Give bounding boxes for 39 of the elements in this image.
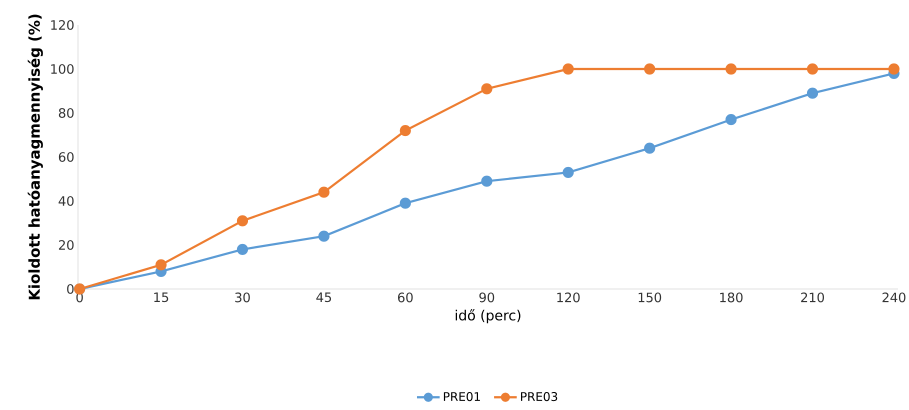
legend-label: PRE03: [521, 392, 558, 402]
point: [236, 244, 248, 255]
y-tick-label: 80: [58, 108, 74, 118]
point: [400, 125, 411, 136]
point: [725, 63, 737, 75]
point: [318, 186, 330, 198]
y-tick-label: 60: [58, 152, 74, 162]
x-tick-label: 150: [638, 292, 662, 302]
point: [725, 114, 737, 126]
y-tick-label: 20: [58, 240, 74, 250]
y-tick-label: 0: [67, 284, 74, 294]
legend-label: PRE01: [444, 392, 480, 402]
x-tick-label: 30: [235, 292, 250, 302]
x-tick-label: 15: [154, 292, 168, 302]
y-tick-label: 120: [51, 20, 74, 30]
y-axis-title: Kioldott hatóanyagmennyiség (%): [28, 14, 43, 300]
x-tick-label: 60: [398, 292, 413, 302]
point: [236, 215, 248, 226]
x-tick-label: 120: [557, 292, 580, 302]
y-tick-label: 40: [58, 196, 74, 206]
point: [562, 63, 574, 75]
point: [644, 63, 656, 75]
point: [155, 259, 167, 270]
point: [644, 142, 656, 154]
x-tick-label: 90: [479, 292, 494, 302]
point: [481, 83, 492, 94]
y-tick-label: 100: [51, 64, 74, 74]
point: [806, 63, 818, 75]
x-axis-title: idő (perc): [456, 309, 520, 324]
x-tick-label: 210: [801, 292, 824, 302]
x-tick-label: 240: [882, 292, 906, 302]
point: [562, 166, 574, 178]
x-tick-label: 180: [720, 292, 743, 302]
point: [318, 230, 330, 242]
point: [400, 198, 411, 209]
x-tick-label: 45: [316, 292, 332, 302]
point: [888, 63, 900, 75]
point: [481, 176, 492, 187]
point: [806, 88, 818, 99]
